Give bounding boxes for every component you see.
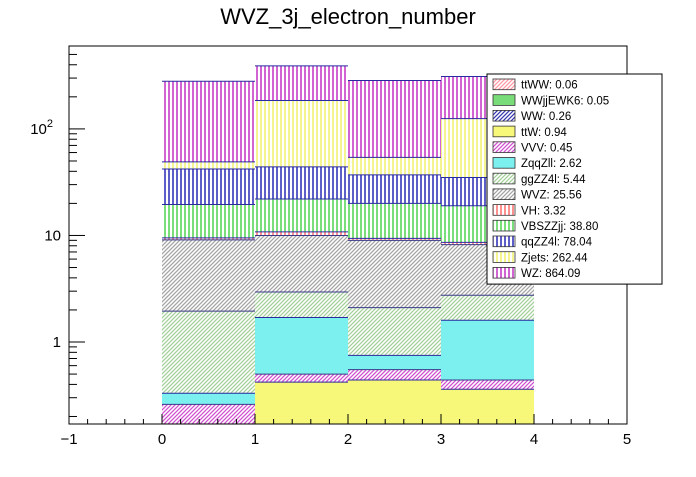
legend-label-zqqzll: ZqqZll: 2.62 <box>521 158 582 170</box>
legend: ttWW: 0.06 WWjjEWK6: 0.05 WW: 0.26 ttW: 0.9… <box>486 73 663 285</box>
x-tick-label: 2 <box>344 431 352 448</box>
bar-vvv-bin-0 <box>162 404 255 424</box>
legend-label-wvz: WVZ: 25.56 <box>521 190 582 202</box>
legend-swatch-ggzz4l <box>492 172 516 185</box>
legend-swatch-wz <box>492 266 516 279</box>
legend-label-ttw: ttW: 0.94 <box>521 127 567 139</box>
x-tick-label: −1 <box>60 431 77 448</box>
chart-title: WVZ_3j_electron_number <box>220 4 476 29</box>
legend-swatch-wwjjewk6 <box>492 94 516 106</box>
x-tick-label: 3 <box>437 431 445 448</box>
bar-ttw-bin-3 <box>441 389 534 424</box>
legend-label-zjets: Zjets: 262.44 <box>521 252 588 264</box>
legend-label-ttww: ttWW: 0.06 <box>521 80 578 92</box>
bar-ttw-bin-1 <box>255 382 348 424</box>
x-tick-label: 0 <box>158 431 166 448</box>
legend-swatch-zqqzll <box>492 157 516 169</box>
legend-label-ggzz4l: ggZZ4l: 5.44 <box>521 174 586 186</box>
legend-swatch-ttww <box>492 78 516 91</box>
legend-label-wz: WZ: 864.09 <box>521 268 580 280</box>
legend-swatch-vvv <box>492 141 516 153</box>
x-tick-label: 1 <box>251 431 259 448</box>
stacked-bars <box>162 65 534 425</box>
legend-swatch-ttw <box>492 125 516 138</box>
legend-swatch-zjets <box>492 251 516 263</box>
legend-label-vbszzjj: VBSZZjj: 38.80 <box>521 221 598 233</box>
legend-swatch-wvz <box>492 188 516 200</box>
legend-label-vh: VH: 3.32 <box>521 205 566 217</box>
legend-label-ww: WW: 0.26 <box>521 111 571 123</box>
legend-swatch-vbszzjj <box>492 219 516 232</box>
legend-label-wwjjewk6: WWjjEWK6: 0.05 <box>521 95 609 107</box>
legend-swatch-ww <box>492 110 516 122</box>
y-tick-label: 10 <box>44 227 61 244</box>
x-tick-label: 4 <box>530 431 538 448</box>
legend-swatch-vh <box>492 204 516 216</box>
legend-swatch-qqzz4l <box>492 235 516 248</box>
x-tick-label: 5 <box>623 431 631 448</box>
bar-ttw-bin-2 <box>348 379 441 424</box>
legend-label-vvv: VVV: 0.45 <box>521 143 572 155</box>
legend-box <box>486 73 663 285</box>
y-tick-label: 1 <box>53 334 61 351</box>
legend-label-qqzz4l: qqZZ4l: 78.04 <box>521 237 593 249</box>
